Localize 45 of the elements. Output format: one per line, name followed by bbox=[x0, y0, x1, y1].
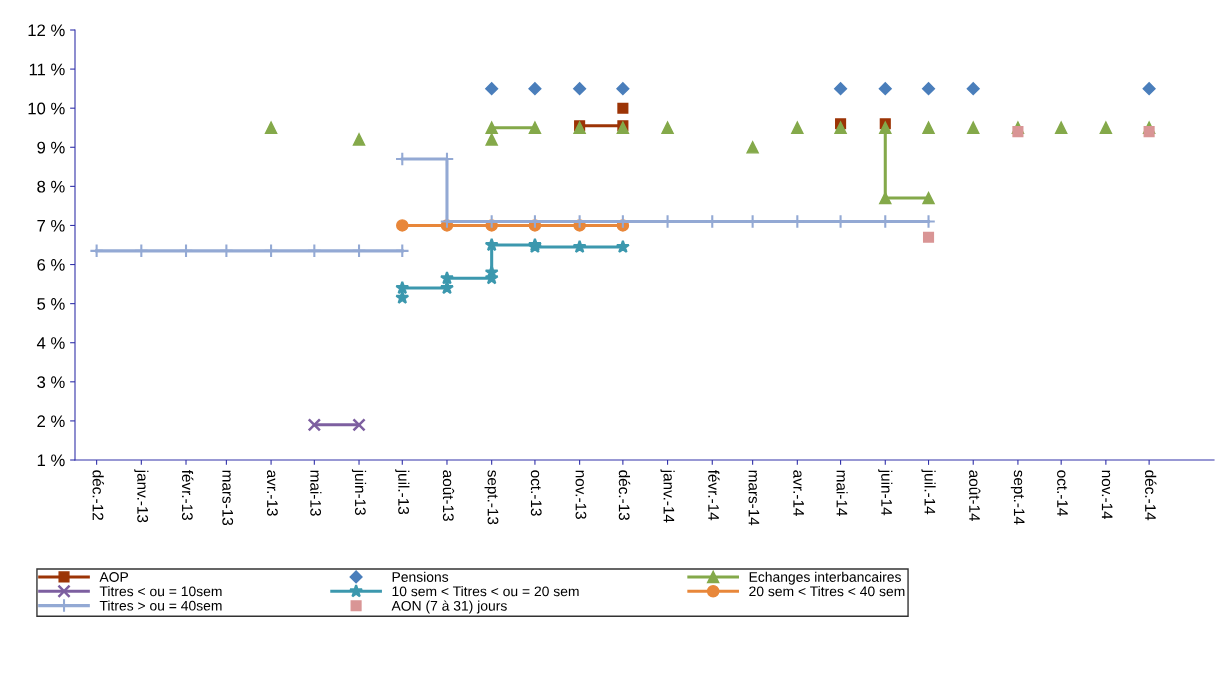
x-tick-label: mai-13 bbox=[310, 470, 322, 516]
legend-label: Echanges interbancaires bbox=[749, 571, 901, 585]
legend-label: 20 sem < Titres < 40 sem bbox=[749, 586, 905, 597]
y-tick-label: 1 % bbox=[37, 454, 65, 467]
x-tick-label: août-13 bbox=[442, 470, 455, 521]
x-tick-label: juil.-13 bbox=[395, 469, 410, 515]
legend-label: Titres > ou = 40sem bbox=[99, 600, 222, 611]
y-tick-label: 2 % bbox=[37, 415, 65, 428]
y-tick-label: 10 % bbox=[28, 102, 65, 115]
x-tick-label: nov.-14 bbox=[1101, 470, 1113, 520]
x-tick-label: avr.-13 bbox=[266, 470, 278, 516]
x-tick-label: sept.-13 bbox=[484, 470, 499, 525]
legend-label: Pensions bbox=[392, 571, 449, 582]
x-tick-label: déc.-13 bbox=[618, 470, 631, 521]
y-tick-label: 6 % bbox=[37, 258, 65, 271]
x-tick-label: mars-14 bbox=[748, 470, 760, 526]
x-tick-label: févr.-14 bbox=[708, 469, 720, 521]
y-tick-label: 5 % bbox=[37, 298, 65, 310]
x-tick-label: nov.-13 bbox=[575, 470, 587, 519]
x-tick-label: déc.-14 bbox=[1145, 470, 1157, 521]
y-tick-label: 12 % bbox=[28, 24, 65, 37]
x-tick-label: déc.-12 bbox=[92, 470, 104, 520]
y-tick-label: 11 % bbox=[29, 63, 65, 76]
x-tick-label: sept.-14 bbox=[1010, 470, 1025, 525]
x-tick-label: oct.-13 bbox=[530, 470, 542, 516]
y-tick-label: 8 % bbox=[37, 180, 65, 193]
x-tick-label: janv.-13 bbox=[134, 469, 149, 523]
x-tick-label: juin-14 bbox=[878, 469, 893, 516]
legend-label: 10 sem < Titres < ou = 20 sem bbox=[392, 586, 579, 597]
x-tick-label: avr.-14 bbox=[793, 470, 804, 516]
y-tick-label: 7 % bbox=[37, 219, 65, 232]
legend-label: Titres < ou = 10sem bbox=[99, 586, 222, 597]
x-tick-label: févr.-13 bbox=[181, 469, 194, 520]
x-tick-label: mars-13 bbox=[222, 470, 234, 526]
legend-label: AOP bbox=[99, 572, 129, 582]
y-tick-label: 4 % bbox=[36, 337, 65, 349]
x-tick-label: juil.-14 bbox=[921, 469, 936, 515]
y-tick-label: 3 % bbox=[37, 376, 65, 389]
x-tick-label: août-14 bbox=[969, 470, 981, 522]
x-tick-label: mai-14 bbox=[836, 470, 848, 516]
x-tick-label: juin-13 bbox=[351, 469, 367, 515]
x-tick-label: janv.-14 bbox=[660, 469, 675, 523]
legend-label: AON (7 à 31) jours bbox=[391, 600, 507, 614]
x-tick-label: oct.-14 bbox=[1057, 470, 1068, 516]
y-tick-label: 9 % bbox=[37, 141, 65, 154]
